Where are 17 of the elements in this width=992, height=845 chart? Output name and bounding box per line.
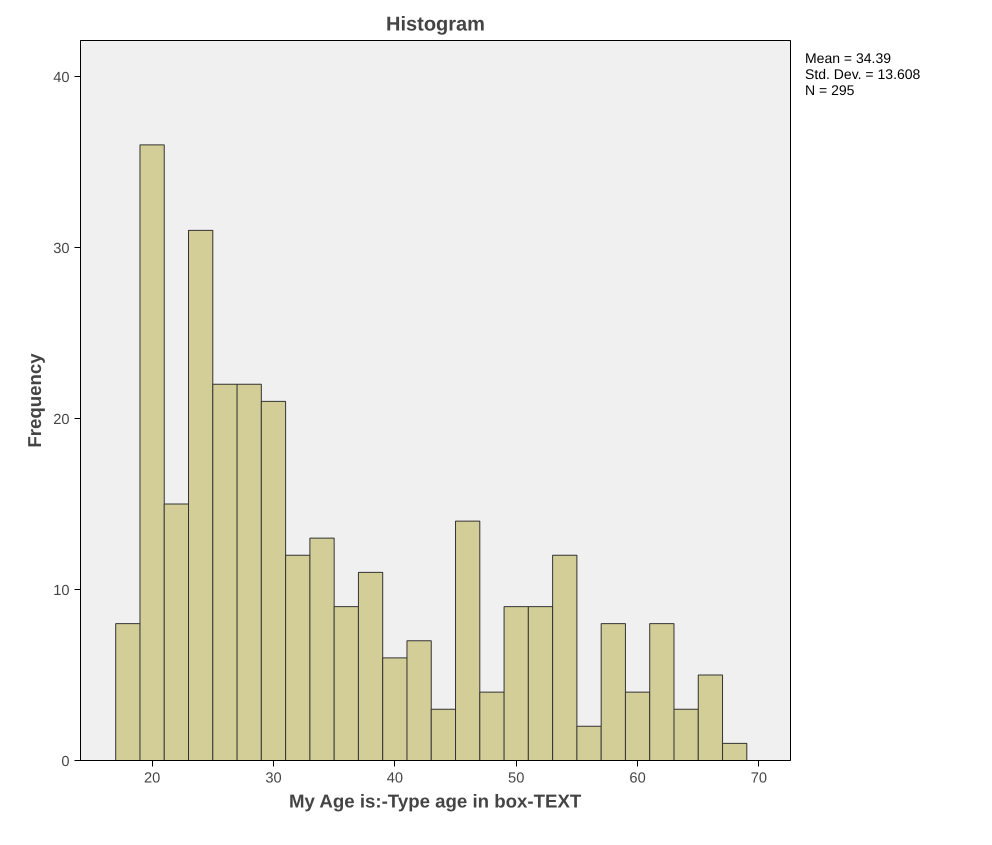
annotation: Mean = 34.39 — [805, 50, 892, 66]
y-tick-label: 0 — [61, 754, 70, 770]
y-tick-label: 40 — [53, 70, 70, 86]
x-tick-label: 50 — [508, 770, 524, 786]
y-tick-label: 20 — [53, 412, 70, 428]
chart-title: Histogram — [386, 14, 485, 36]
y-tick-label: 30 — [53, 240, 70, 257]
y-tick-label: 10 — [53, 582, 70, 599]
x-tick-label: 30 — [265, 770, 282, 786]
x-tick-label: 20 — [144, 770, 160, 786]
y-axis-title: Frequency — [24, 352, 46, 448]
annotation: N = 295 — [805, 82, 856, 98]
x-tick-label: 40 — [386, 770, 404, 786]
x-tick-label: 70 — [750, 770, 768, 786]
x-tick-label: 60 — [629, 770, 646, 786]
annotation: Std. Dev. = 13.608 — [805, 66, 920, 82]
x-axis-title: My Age is:-Type age in box-TEXT — [288, 790, 582, 812]
